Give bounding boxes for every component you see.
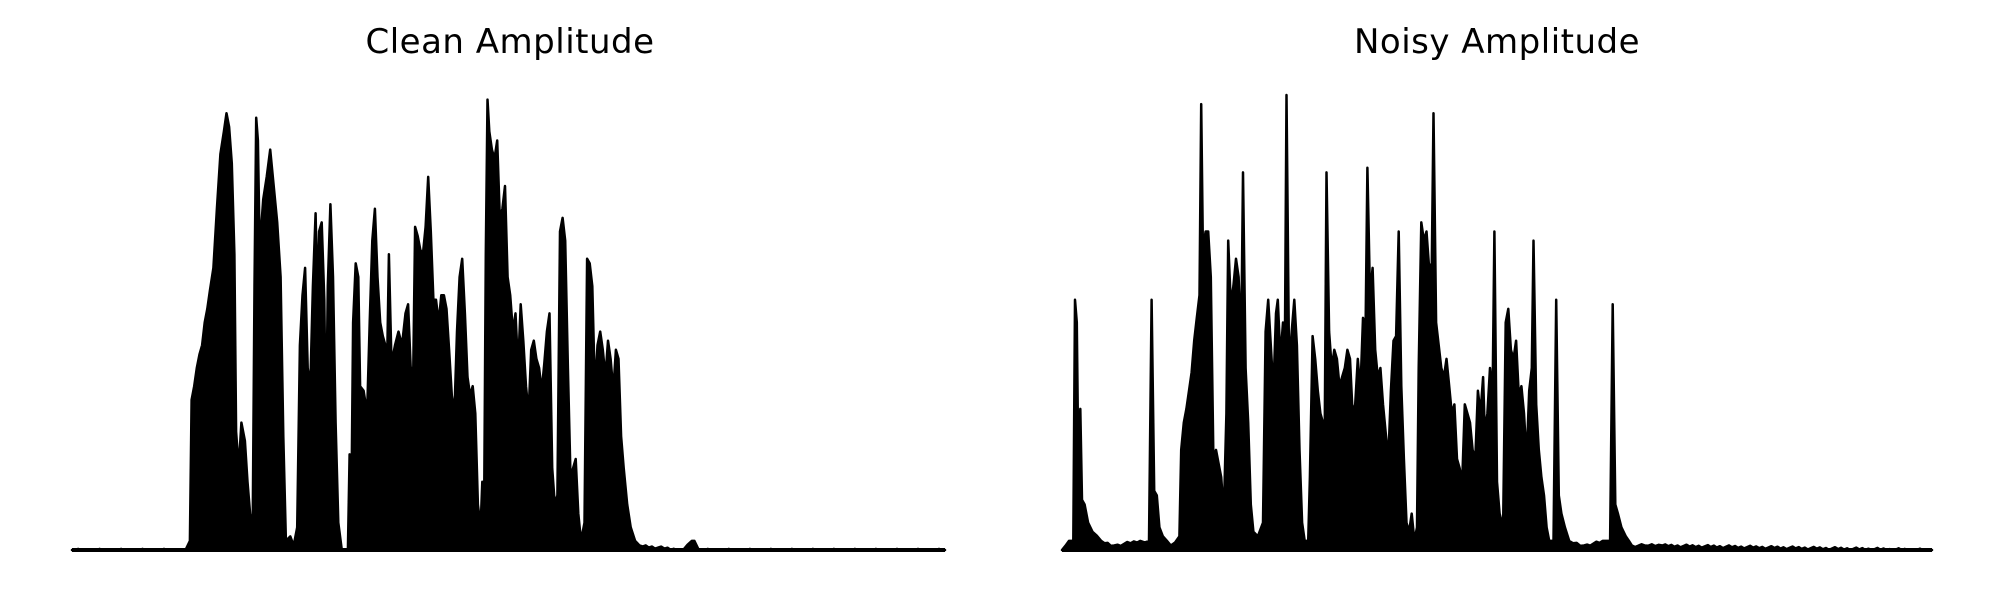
chart-title: Clean Amplitude <box>365 22 655 62</box>
amplitude-envelope <box>70 98 947 552</box>
clean-amplitude-plot <box>70 98 947 552</box>
noisy-amplitude-plot <box>1060 93 1934 552</box>
clean-amplitude-panel: Clean Amplitude <box>70 22 947 552</box>
chart-title: Noisy Amplitude <box>1353 22 1641 62</box>
noisy-amplitude-panel: Noisy Amplitude <box>1000 0 2000 600</box>
amplitude-envelope <box>1060 93 1934 552</box>
